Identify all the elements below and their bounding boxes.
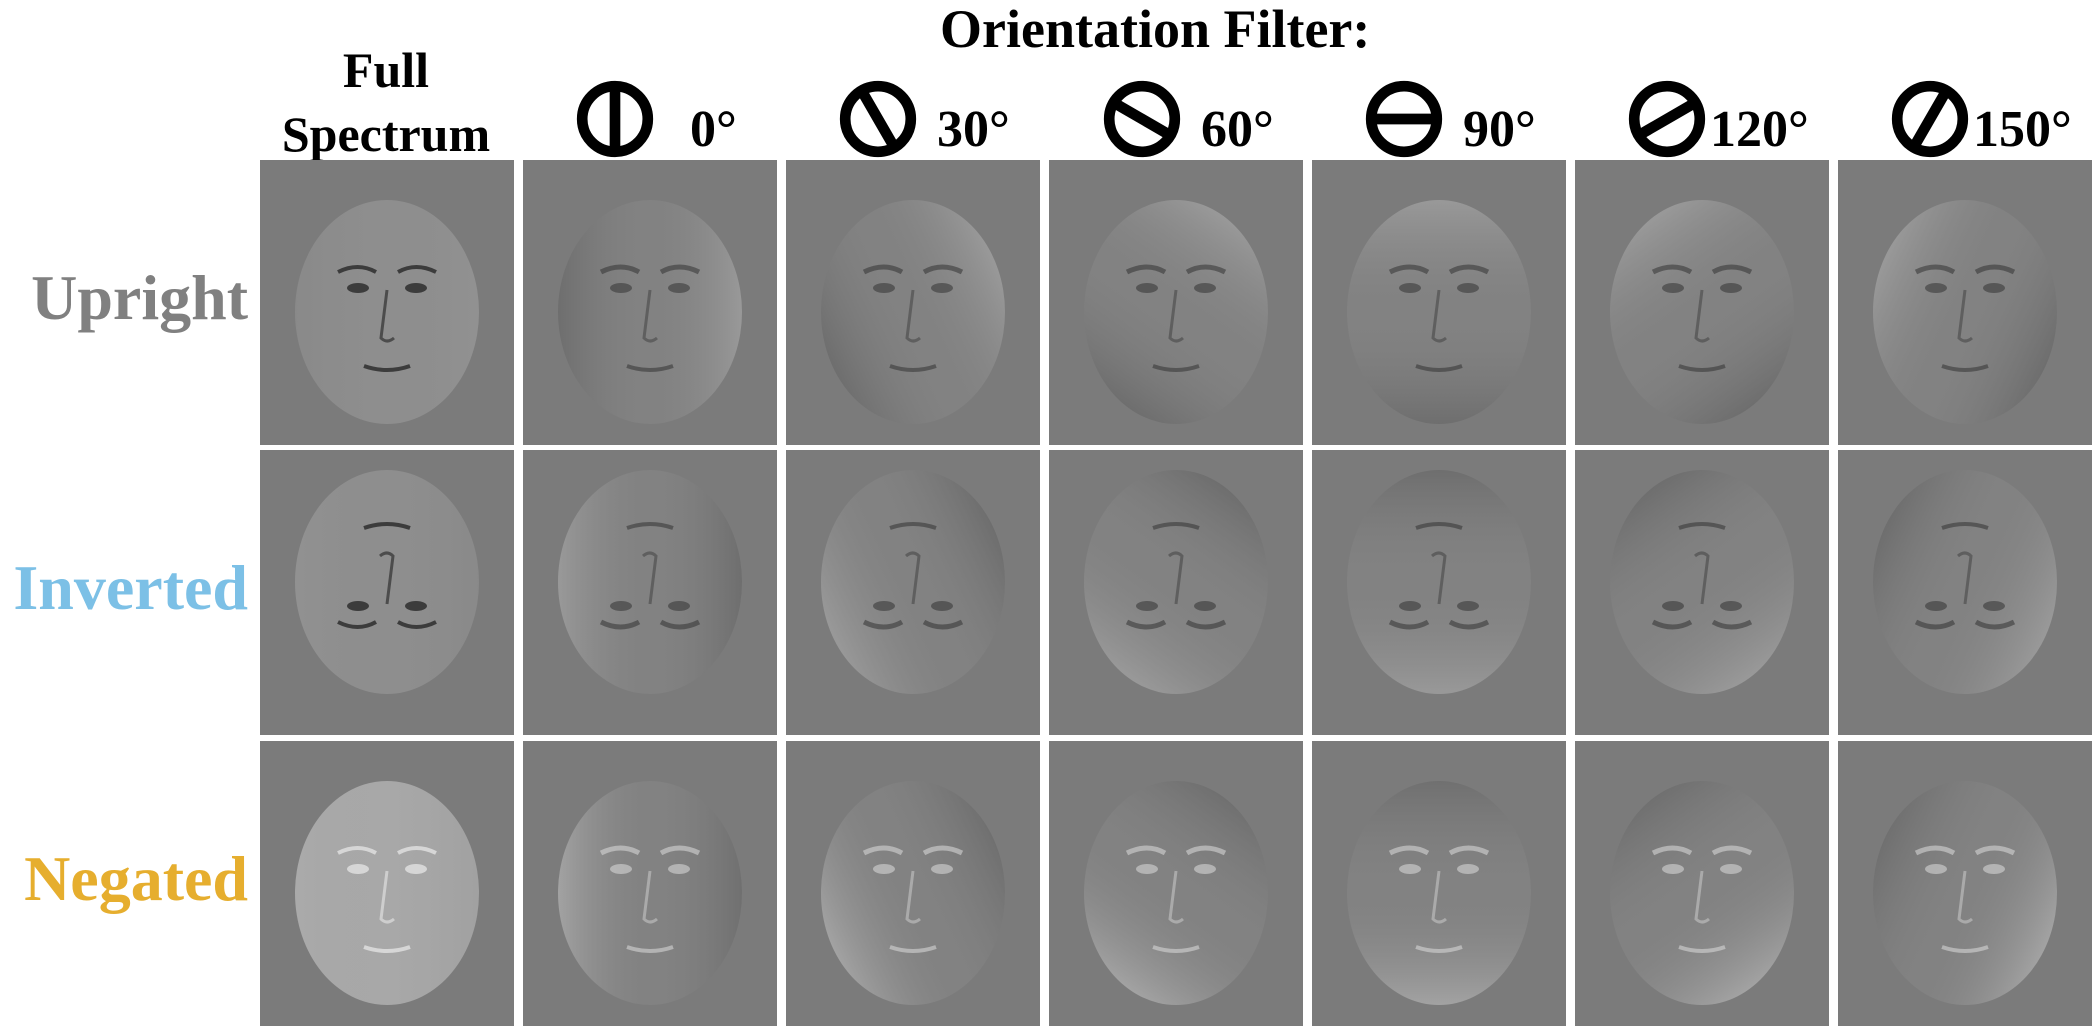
orientation-60-icon [1101,78,1183,160]
orientation-0-icon [574,78,656,160]
filter-label-0: 0° [690,100,737,159]
filter-label-90: 90° [1463,100,1536,159]
face-image-upright-filter-0 [523,160,777,445]
face-image-upright-filter-30 [786,160,1040,445]
face-image-upright-filter-90 [1312,160,1566,445]
figure-title: Orientation Filter: [940,0,1370,60]
face-image-negated-filter-150 [1838,741,2092,1026]
face-image-upright-filter-120 [1575,160,1829,445]
orientation-150-icon [1889,78,1971,160]
face-image-upright-full-spectrum [260,160,514,445]
filter-label-60: 60° [1201,100,1274,159]
face-image-inverted-filter-120 [1575,450,1829,735]
row-label-inverted: Inverted [0,551,248,625]
orientation-120-icon [1626,78,1708,160]
full-spectrum-header-line-1: Full [260,38,512,102]
face-image-inverted-full-spectrum [260,450,514,735]
face-image-upright-filter-150 [1838,160,2092,445]
full-spectrum-header-line-2: Spectrum [260,102,512,166]
orientation-90-icon [1363,78,1445,160]
filter-label-30: 30° [937,100,1010,159]
face-image-inverted-filter-150 [1838,450,2092,735]
filter-label-120: 120° [1710,100,1809,159]
face-image-negated-filter-0 [523,741,777,1026]
orientation-30-icon [837,78,919,160]
face-image-negated-filter-30 [786,741,1040,1026]
face-image-negated-filter-120 [1575,741,1829,1026]
full-spectrum-header: Full Spectrum [260,38,512,166]
face-image-inverted-filter-90 [1312,450,1566,735]
face-image-inverted-filter-30 [786,450,1040,735]
face-image-negated-full-spectrum [260,741,514,1026]
row-label-negated: Negated [0,842,248,916]
face-image-negated-filter-60 [1049,741,1303,1026]
face-image-upright-filter-60 [1049,160,1303,445]
face-image-inverted-filter-60 [1049,450,1303,735]
filter-label-150: 150° [1973,100,2072,159]
row-label-upright: Upright [0,261,248,335]
face-image-negated-filter-90 [1312,741,1566,1026]
face-image-inverted-filter-0 [523,450,777,735]
